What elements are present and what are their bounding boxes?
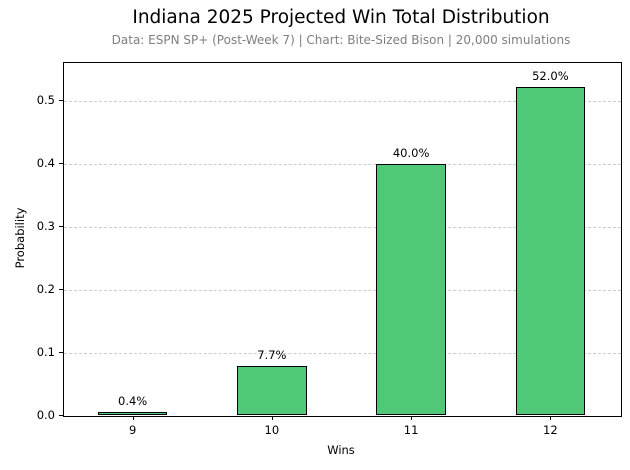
x-axis-label: Wins bbox=[327, 443, 355, 457]
bar-value-label: 40.0% bbox=[392, 146, 430, 161]
gridline bbox=[64, 289, 621, 291]
x-tick bbox=[411, 416, 413, 420]
x-tick-label: 12 bbox=[543, 423, 558, 437]
y-tick bbox=[59, 415, 63, 416]
gridline bbox=[64, 352, 621, 354]
bar-value-label: 52.0% bbox=[532, 69, 569, 84]
y-tick-label: 0.5 bbox=[36, 92, 55, 107]
y-tick bbox=[59, 225, 63, 227]
gridline bbox=[64, 226, 621, 228]
y-axis-label: Probability bbox=[13, 207, 27, 269]
y-tick-label: 0.4 bbox=[36, 155, 55, 170]
x-tick bbox=[271, 416, 273, 420]
x-tick bbox=[550, 416, 552, 420]
y-tick bbox=[59, 99, 63, 101]
x-tick-label: 11 bbox=[403, 423, 419, 437]
y-tick bbox=[59, 351, 63, 353]
bar bbox=[376, 164, 446, 415]
y-tick bbox=[59, 288, 63, 290]
chart-title: Indiana 2025 Projected Win Total Distrib… bbox=[132, 7, 550, 28]
x-tick-label: 9 bbox=[128, 423, 137, 437]
gridline bbox=[64, 100, 621, 102]
bar-value-label: 7.7% bbox=[257, 348, 287, 363]
chart-subtitle: Data: ESPN SP+ (Post-Week 7) | Chart: Bi… bbox=[111, 33, 571, 47]
y-tick-label: 0.3 bbox=[36, 218, 55, 233]
y-tick-label: 0.1 bbox=[36, 344, 55, 359]
x-tick-label: 10 bbox=[264, 423, 280, 437]
y-tick bbox=[59, 162, 63, 164]
bar bbox=[237, 366, 307, 415]
gridline bbox=[64, 163, 621, 165]
bar bbox=[515, 87, 586, 415]
y-tick-label: 0.0 bbox=[36, 408, 55, 422]
y-tick-label: 0.2 bbox=[36, 281, 55, 296]
bar-value-label: 0.4% bbox=[118, 394, 148, 409]
x-tick bbox=[132, 416, 134, 420]
bar bbox=[97, 412, 168, 416]
